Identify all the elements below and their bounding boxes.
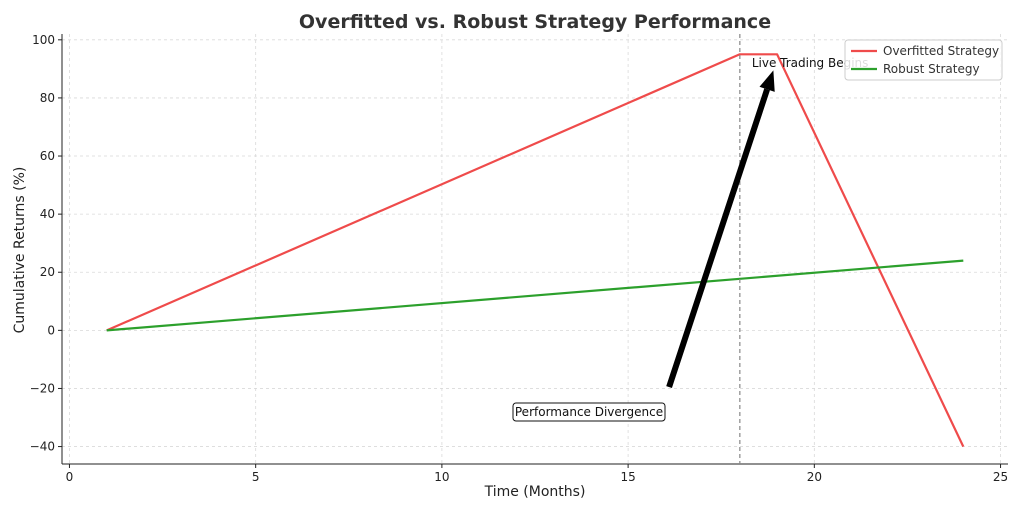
legend-label: Overfitted Strategy	[883, 44, 999, 58]
chart-title: Overfitted vs. Robust Strategy Performan…	[299, 11, 771, 33]
annotations: Live Trading Begins Performance Divergenc…	[512, 34, 869, 464]
series-line	[106, 259, 964, 332]
y-tick-label: 40	[40, 207, 55, 221]
series-layer	[106, 53, 965, 448]
legend: Overfitted Strategy Robust Strategy	[844, 39, 1003, 81]
divergence-label: Performance Divergence	[515, 405, 663, 419]
live-trading-label: Live Trading Begins	[752, 56, 869, 70]
y-tick-label: 60	[40, 149, 55, 163]
x-tick-label: 20	[807, 470, 822, 484]
divergence-label-box	[512, 402, 666, 422]
y-tick-label: 80	[40, 91, 55, 105]
x-tick-label: 0	[66, 470, 74, 484]
legend-box	[844, 39, 1003, 81]
x-tick-label: 25	[993, 470, 1008, 484]
y-tick-label: −20	[30, 381, 55, 395]
divergence-arrow-head	[759, 70, 775, 92]
divergence-arrow-shaft	[666, 88, 770, 388]
y-tick-label: 0	[47, 323, 55, 337]
axes: 0 5 10 15 20 25 −40 −20 0 20 40 60 80 100	[30, 33, 1009, 484]
y-tick-label: 100	[32, 33, 55, 47]
series-line	[106, 53, 965, 448]
x-tick-label: 10	[434, 470, 449, 484]
y-tick-label: −40	[30, 440, 55, 454]
legend-label: Robust Strategy	[883, 62, 980, 76]
grid	[62, 34, 1008, 464]
x-axis-title: Time (Months)	[484, 484, 586, 500]
x-tick-label: 5	[252, 470, 260, 484]
x-tick-label: 15	[620, 470, 635, 484]
y-axis-title: Cumulative Returns (%)	[12, 167, 28, 334]
y-tick-label: 20	[40, 265, 55, 279]
